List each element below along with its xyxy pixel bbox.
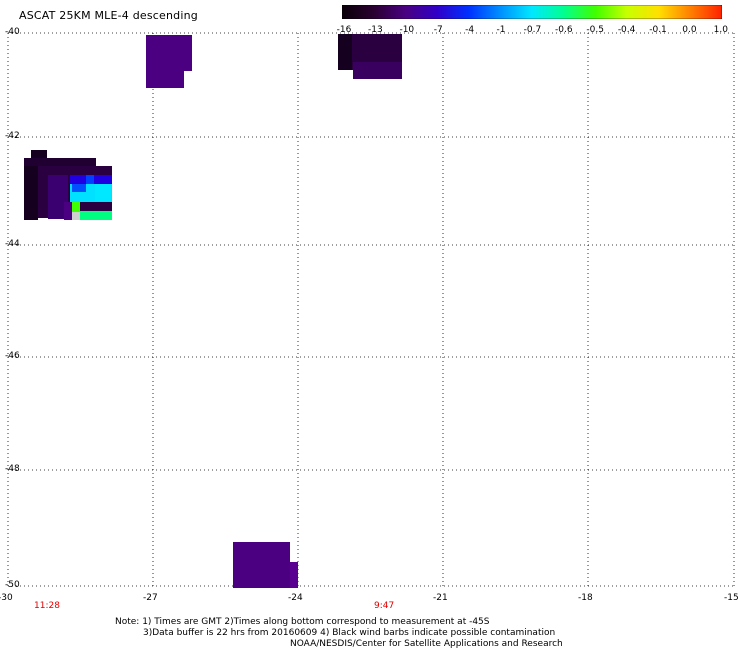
- note-line-1: Note: 1) Times are GMT 2)Times along bot…: [115, 617, 490, 627]
- swath-top-left: [146, 35, 192, 71]
- time-label-1: 11:28: [34, 601, 60, 611]
- colorbar-tick-label: -1: [496, 25, 506, 35]
- swath-left: [48, 175, 68, 219]
- colorbar-tick-label: -10: [399, 25, 415, 35]
- swath-top-right: [353, 62, 402, 79]
- y-tick-label: -40: [5, 27, 20, 37]
- swath-left: [72, 212, 80, 220]
- swath-top-right: [338, 34, 352, 70]
- colorbar-tick-label: -0.5: [586, 25, 604, 35]
- x-tick-label: -27: [143, 593, 158, 603]
- colorbar-tick-label: -4: [465, 25, 475, 35]
- x-tick-label: -21: [433, 593, 448, 603]
- swath-left: [86, 175, 94, 185]
- colorbar-gradient: [342, 5, 722, 19]
- swath-layer: [24, 34, 402, 588]
- colorbar-tick-label: -7: [433, 25, 443, 35]
- swath-left: [64, 202, 72, 220]
- x-tick-label: -24: [288, 593, 303, 603]
- colorbar-tick-label: -0.4: [617, 25, 636, 35]
- swath-bottom: [290, 562, 298, 588]
- y-tick-label: -50: [5, 580, 20, 590]
- y-tick-label: -48: [5, 464, 20, 474]
- swath-left: [31, 150, 47, 160]
- colorbar-tick-label: -0.7: [523, 25, 542, 35]
- colorbar-bar: [342, 5, 722, 19]
- colorbar-tick-label: -16: [336, 25, 352, 35]
- map-title: ASCAT 25KM MLE-4 descending: [19, 9, 198, 22]
- note-line-3: NOAA/NESDIS/Center for Satellite Applica…: [290, 639, 563, 649]
- swath-bottom: [233, 562, 298, 588]
- swath-left: [80, 211, 112, 220]
- y-tick-label: -42: [5, 131, 20, 141]
- swath-bottom: [233, 542, 290, 562]
- x-tick-label: -30: [0, 593, 13, 603]
- time-label-2: 9:47: [374, 601, 395, 611]
- y-tick-label: -46: [5, 351, 20, 361]
- swath-left: [95, 184, 111, 201]
- note-line-2: 3)Data buffer is 22 hrs from 20160609 4)…: [143, 628, 556, 638]
- swath-left: [72, 202, 80, 212]
- colorbar-tick-label: 1.0: [713, 25, 728, 35]
- gridlines: [7, 32, 735, 587]
- x-tick-label: -15: [724, 593, 739, 603]
- swath-top-left: [146, 71, 184, 88]
- colorbar-tick-label: 0.0: [682, 25, 697, 35]
- swath-left: [24, 166, 38, 220]
- swath-left: [72, 184, 86, 192]
- colorbar-tick-label: -0.6: [555, 25, 573, 35]
- x-tick-label: -18: [578, 593, 593, 603]
- y-tick-label: -44: [5, 239, 20, 249]
- colorbar-tick-label: -13: [368, 25, 383, 35]
- colorbar-tick-label: -0.1: [649, 25, 667, 35]
- swath-left: [24, 158, 96, 168]
